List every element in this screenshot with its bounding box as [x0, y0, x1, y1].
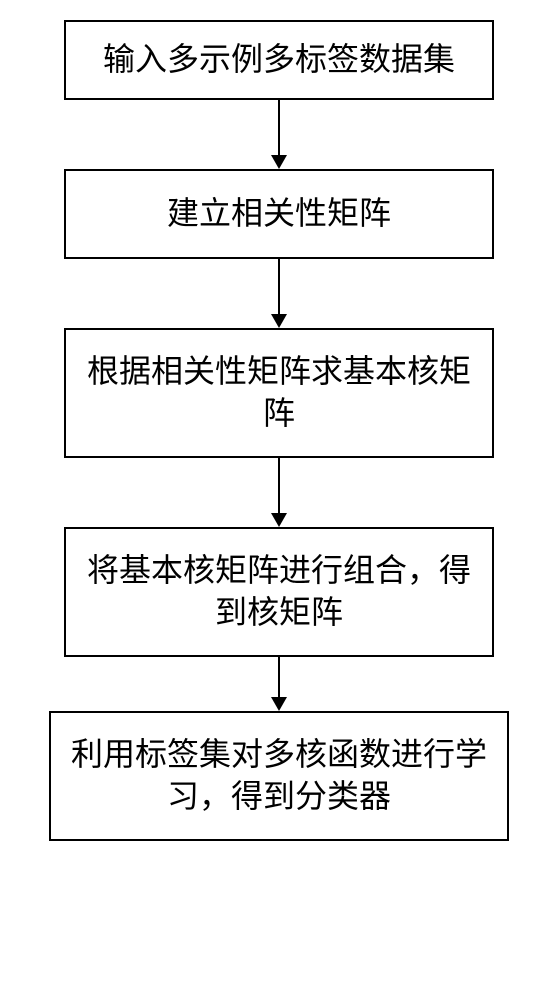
flow-arrow: [271, 100, 287, 169]
arrow-head-icon: [271, 155, 287, 169]
flow-arrow: [271, 657, 287, 711]
flow-node-combine-kernel-matrix: 将基本核矩阵进行组合，得到核矩阵: [64, 527, 494, 657]
flow-node-label: 输入多示例多标签数据集: [103, 39, 455, 81]
arrow-line: [278, 100, 280, 156]
flow-node-label: 根据相关性矩阵求基本核矩阵: [80, 351, 478, 434]
flow-node-label: 将基本核矩阵进行组合，得到核矩阵: [80, 550, 478, 633]
flow-node-label: 建立相关性矩阵: [167, 193, 391, 235]
flow-node-learn-classifier: 利用标签集对多核函数进行学习，得到分类器: [49, 711, 509, 841]
flow-arrow: [271, 458, 287, 527]
flow-node-label: 利用标签集对多核函数进行学习，得到分类器: [65, 734, 493, 817]
flow-node-build-correlation-matrix: 建立相关性矩阵: [64, 169, 494, 259]
flowchart-container: 输入多示例多标签数据集 建立相关性矩阵 根据相关性矩阵求基本核矩阵 将基本核矩阵…: [49, 20, 509, 841]
arrow-line: [278, 458, 280, 514]
flow-node-basic-kernel-matrix: 根据相关性矩阵求基本核矩阵: [64, 328, 494, 458]
arrow-head-icon: [271, 697, 287, 711]
arrow-head-icon: [271, 314, 287, 328]
flow-node-input-dataset: 输入多示例多标签数据集: [64, 20, 494, 100]
arrow-line: [278, 259, 280, 315]
arrow-line: [278, 657, 280, 698]
arrow-head-icon: [271, 513, 287, 527]
flow-arrow: [271, 259, 287, 328]
